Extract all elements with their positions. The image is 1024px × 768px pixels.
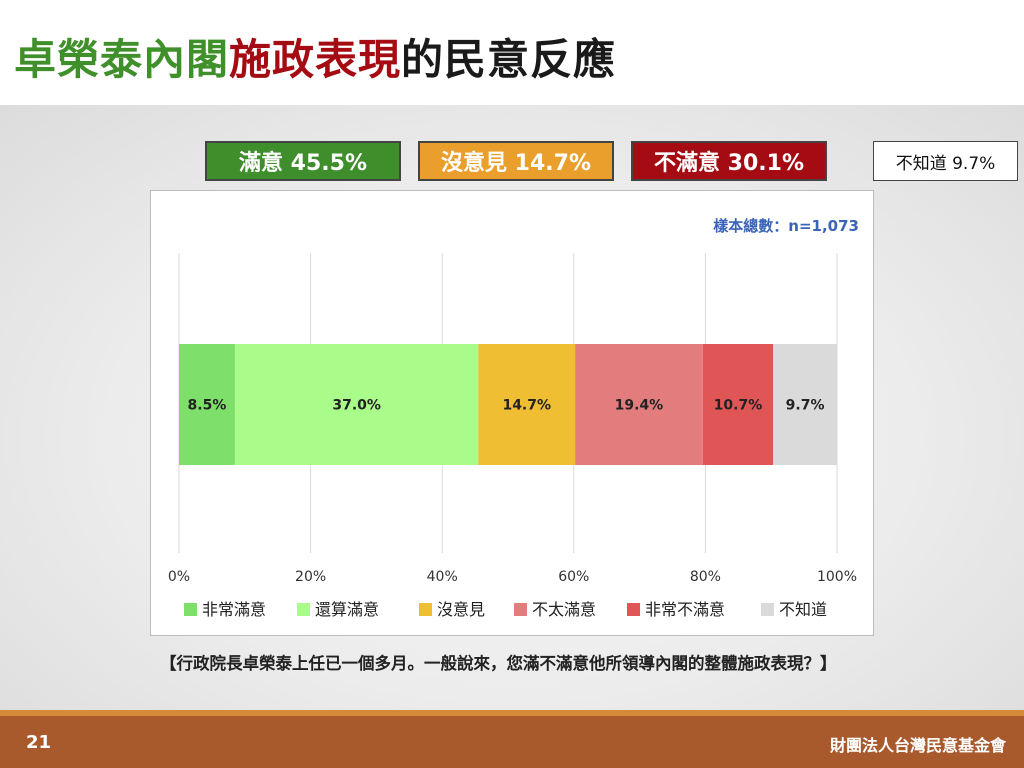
data-label: 14.7% [502, 398, 551, 414]
data-label: 10.7% [714, 398, 763, 414]
summary-dissatisfied: 不滿意 30.1% [631, 141, 827, 181]
legend-swatch [184, 603, 197, 616]
footer-bar [0, 710, 1024, 768]
legend-label: 不知道 [779, 600, 827, 619]
legend-swatch [627, 603, 640, 616]
summary-dont-know: 不知道 9.7% [873, 141, 1018, 181]
data-label: 8.5% [188, 398, 227, 414]
bar-segment [575, 344, 703, 465]
legend-label: 非常不滿意 [645, 600, 725, 619]
x-tick-label: 100% [817, 569, 857, 585]
data-label: 9.7% [786, 398, 825, 414]
bar-segment [478, 344, 576, 465]
title-part-1: 卓榮泰內閣 [14, 35, 230, 84]
title-part-2: 施政表現 [229, 35, 402, 84]
organization-name: 財團法人台灣民意基金會 [829, 736, 1006, 755]
legend-label: 非常滿意 [202, 600, 266, 619]
legend-swatch [419, 603, 432, 616]
survey-question: 【行政院長卓榮泰上任已一個多月。一般說來，您滿不滿意他所領導內閣的整體施政表現？… [160, 654, 837, 673]
bar-segment [773, 344, 837, 465]
title-bar: 卓榮泰內閣施政表現的民意反應 [0, 0, 1024, 105]
summary-no-opinion: 沒意見 14.7% [418, 141, 614, 181]
x-tick-label: 0% [168, 569, 190, 585]
data-label: 19.4% [615, 398, 664, 414]
stacked-bar-chart: 0% 20% 40% 60% 80% 100% 8.5% 37.0% 14.7% 19.4% 10.… [168, 253, 857, 619]
page-title: 卓榮泰內閣施政表現的民意反應 [14, 26, 616, 87]
chart-panel: 樣本總數：n=1,073 0% 20% 40% 60% 80% 100% 8.5% 37.0%… [150, 190, 874, 636]
bar-segment [702, 344, 774, 465]
x-tick-label: 20% [295, 569, 326, 585]
legend-label: 還算滿意 [315, 600, 379, 619]
title-part-3: 的民意反應 [401, 35, 617, 84]
x-tick-label: 40% [427, 569, 458, 585]
summary-satisfied: 滿意 45.5% [205, 141, 401, 181]
legend-swatch [514, 603, 527, 616]
bar-segment [179, 344, 235, 465]
legend-label: 沒意見 [437, 600, 485, 619]
data-label: 37.0% [332, 398, 381, 414]
footer-stripe [0, 710, 1024, 716]
legend-swatch [297, 603, 310, 616]
x-tick-label: 80% [690, 569, 721, 585]
x-tick-label: 60% [558, 569, 589, 585]
bar-segment [234, 344, 479, 465]
legend-swatch [761, 603, 774, 616]
sample-size: 樣本總數：n=1,073 [713, 217, 859, 235]
page-number: 21 [26, 732, 52, 753]
legend-label: 不太滿意 [532, 600, 596, 619]
